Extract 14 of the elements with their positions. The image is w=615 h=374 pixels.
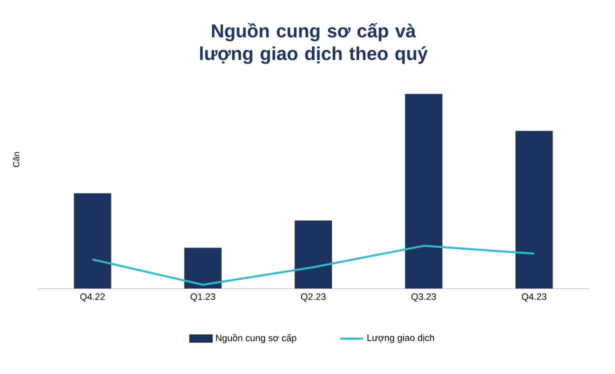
x-tick-label: Q3.23: [411, 293, 436, 302]
bar: [184, 248, 222, 289]
bar: [74, 193, 112, 289]
legend-label: Nguồn cung sơ cấp: [216, 334, 296, 344]
x-tick-label: Q4.23: [522, 293, 546, 302]
x-tick-label: Q2.23: [301, 293, 326, 302]
y-axis-title: Căn: [12, 152, 20, 168]
x-tick-label: Q4.22: [80, 293, 105, 302]
x-tick-label: Q1.23: [190, 293, 216, 302]
bar: [515, 130, 553, 289]
chart-title: Nguồn cung sơ cấp và lượng giao dịch theo quý: [200, 22, 428, 64]
bar: [405, 94, 442, 289]
legend-label: Lượng giao dịch: [368, 334, 434, 343]
bar: [294, 220, 332, 289]
